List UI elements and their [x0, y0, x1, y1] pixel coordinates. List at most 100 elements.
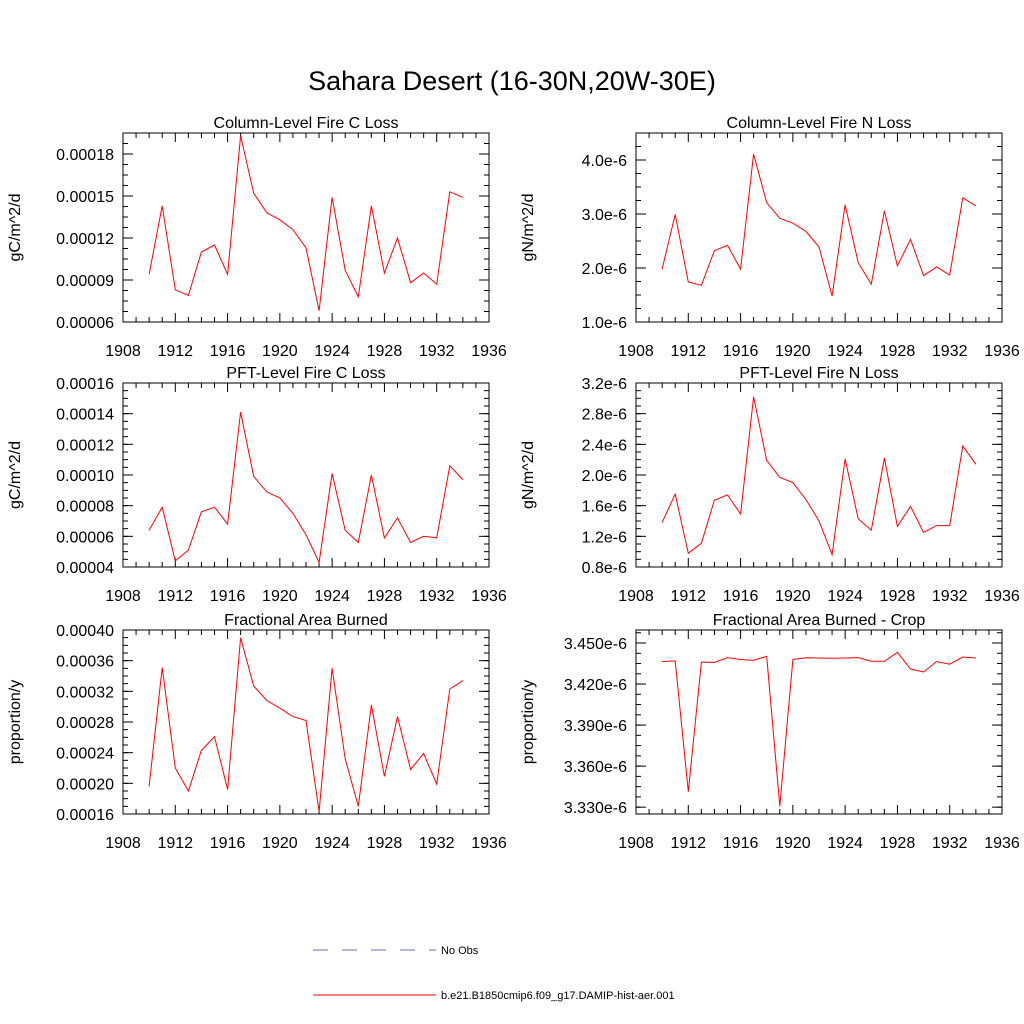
y-tick-label: 2.4e-6 [582, 437, 627, 454]
x-tick-label: 1932 [932, 343, 968, 360]
y-tick-label: 0.00008 [56, 499, 114, 516]
y-tick-label: 0.00018 [56, 147, 114, 164]
y-tick-label: 0.00036 [56, 654, 114, 671]
x-tick-label: 1908 [618, 588, 654, 605]
x-tick-label: 1924 [827, 835, 863, 852]
panel-title: Column-Level Fire N Loss [727, 115, 912, 132]
panel-title: PFT-Level Fire N Loss [739, 365, 898, 382]
panel-title: PFT-Level Fire C Loss [226, 365, 385, 382]
series-line [148, 412, 464, 565]
x-tick-label: 1928 [880, 588, 916, 605]
series-line [148, 637, 464, 812]
series-line [662, 651, 976, 807]
x-tick-label: 1920 [262, 835, 298, 852]
x-tick-label: 1936 [471, 835, 507, 852]
plot-frame [635, 382, 1003, 568]
panel-2: Column-Level Fire N Loss gN/m^2/d 1908 1912… [520, 115, 1020, 360]
x-tick-label: 1920 [775, 835, 811, 852]
x-tick-label: 1936 [471, 588, 507, 605]
x-tick-label: 1908 [618, 343, 654, 360]
y-tick-label: 0.00015 [56, 189, 114, 206]
x-tick-label: 1908 [105, 588, 141, 605]
y-tick-label: 0.00016 [56, 376, 114, 393]
y-tick-label: 0.00032 [56, 684, 114, 701]
y-tick-label: 0.00010 [56, 468, 114, 485]
x-tick-label: 1924 [314, 343, 350, 360]
x-tick-label: 1916 [723, 343, 759, 360]
x-tick-label: 1908 [105, 835, 141, 852]
x-tick-label: 1908 [105, 343, 141, 360]
y-tick-label: 3.330e-6 [564, 800, 627, 817]
x-tick-label: 1920 [775, 588, 811, 605]
x-tick-label: 1908 [618, 835, 654, 852]
panel-1: Column-Level Fire C Loss gC/m^2/d 1908 1912… [7, 115, 507, 360]
x-tick-label: 1912 [157, 835, 193, 852]
y-tick-label: 1.0e-6 [582, 315, 627, 332]
y-axis-label: gC/m^2/d [7, 194, 24, 262]
panel-5: Fractional Area Burned proportion/y 1908 19… [7, 612, 507, 852]
x-tick-label: 1916 [723, 835, 759, 852]
y-tick-label: 0.00006 [56, 529, 114, 546]
y-tick-label: 3.420e-6 [564, 677, 627, 694]
panel-title: Fractional Area Burned - Crop [713, 612, 926, 629]
y-tick-label: 4.0e-6 [582, 153, 627, 170]
x-tick-label: 1928 [367, 343, 403, 360]
x-tick-label: 1928 [880, 343, 916, 360]
x-tick-label: 1912 [670, 343, 706, 360]
x-tick-label: 1924 [314, 588, 350, 605]
x-tick-label: 1924 [827, 588, 863, 605]
y-axis-label: gN/m^2/d [520, 194, 537, 262]
legend-label-no-obs: No Obs [441, 945, 479, 957]
y-tick-label: 3.390e-6 [564, 718, 627, 735]
x-tick-label: 1932 [419, 835, 455, 852]
x-tick-label: 1936 [471, 343, 507, 360]
y-axis-label: proportion/y [7, 680, 24, 765]
x-tick-label: 1916 [723, 588, 759, 605]
y-tick-label: 1.6e-6 [582, 499, 627, 516]
y-axis-label: proportion/y [520, 680, 537, 765]
y-tick-label: 0.00012 [56, 437, 114, 454]
y-tick-label: 2.8e-6 [582, 407, 627, 424]
y-axis-label: gC/m^2/d [7, 441, 24, 509]
x-tick-label: 1912 [157, 588, 193, 605]
x-tick-label: 1916 [210, 835, 246, 852]
y-tick-label: 0.00020 [56, 776, 114, 793]
plot-frame [635, 132, 1003, 323]
plot-frame [122, 382, 490, 568]
panel-3: PFT-Level Fire C Loss gC/m^2/d 1908 1912 191… [7, 365, 507, 605]
series-line [661, 153, 977, 297]
y-tick-label: 0.8e-6 [582, 560, 627, 577]
x-tick-label: 1928 [367, 588, 403, 605]
y-tick-label: 0.00006 [56, 315, 114, 332]
x-tick-label: 1924 [314, 835, 350, 852]
x-tick-label: 1936 [984, 835, 1020, 852]
x-tick-label: 1932 [932, 588, 968, 605]
x-tick-label: 1920 [262, 343, 298, 360]
x-tick-label: 1912 [670, 588, 706, 605]
y-tick-label: 0.00024 [56, 746, 114, 763]
y-tick-label: 3.450e-6 [564, 636, 627, 653]
x-tick-label: 1928 [367, 835, 403, 852]
x-tick-label: 1920 [775, 343, 811, 360]
x-tick-label: 1932 [419, 588, 455, 605]
y-tick-label: 3.360e-6 [564, 759, 627, 776]
y-tick-label: 0.00028 [56, 715, 114, 732]
y-tick-label: 0.00004 [56, 560, 114, 577]
panels-group: Column-Level Fire C Loss gC/m^2/d 1908 1912… [7, 115, 1020, 852]
y-axis-label: gN/m^2/d [520, 441, 537, 509]
panel-4: PFT-Level Fire N Loss gN/m^2/d 1908 1912 191… [520, 365, 1020, 605]
series-line [661, 396, 977, 557]
x-tick-label: 1912 [157, 343, 193, 360]
x-tick-label: 1912 [670, 835, 706, 852]
y-tick-label: 0.00014 [56, 407, 114, 424]
x-tick-label: 1932 [419, 343, 455, 360]
x-tick-label: 1916 [210, 588, 246, 605]
x-tick-label: 1928 [880, 835, 916, 852]
x-tick-label: 1916 [210, 343, 246, 360]
panel-title: Column-Level Fire C Loss [214, 115, 399, 132]
y-tick-label: 3.0e-6 [582, 207, 627, 224]
legend: No Obs b.e21.B1850cmip6.f09_g17.DAMIP-hi… [313, 945, 675, 1002]
y-tick-label: 3.2e-6 [582, 376, 627, 393]
y-tick-label: 2.0e-6 [582, 468, 627, 485]
